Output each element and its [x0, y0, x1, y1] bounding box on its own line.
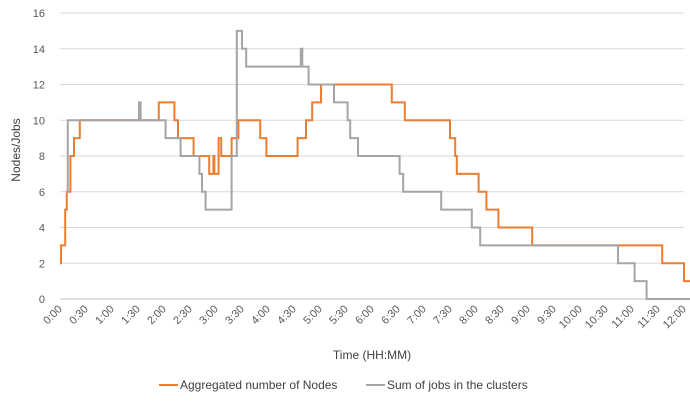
x-tick-label: 2:00 [145, 303, 169, 327]
x-tick-label: 5:00 [301, 303, 325, 327]
y-axis-title: Nodes/Jobs [9, 118, 23, 181]
x-tick-labels: 0:00 0:30 1:00 1:30 2:00 2:30 3:00 3:30 4:00 4:30… [41, 303, 689, 331]
y-tick-label: 2 [39, 258, 45, 270]
x-tick-label: 11:00 [609, 303, 636, 330]
y-tick-label: 0 [39, 294, 45, 306]
y-tick-label: 14 [33, 44, 45, 56]
y-tick-label: 12 [33, 80, 45, 92]
x-tick-label: 2:30 [171, 303, 195, 327]
x-tick-label: 6:00 [353, 303, 377, 327]
x-tick-label: 1:30 [119, 303, 143, 327]
x-tick-label: 0:00 [41, 303, 65, 327]
x-tick-label: 9:30 [535, 303, 559, 327]
x-tick-label: 6:30 [379, 303, 403, 327]
y-tick-labels: 0 2 4 6 8 10 12 14 16 [33, 8, 45, 306]
x-tick-label: 12:00 [661, 303, 689, 331]
x-tick-label: 0:30 [67, 303, 91, 327]
x-tick-label: 9:00 [509, 303, 533, 327]
y-tick-label: 4 [39, 223, 45, 235]
x-tick-label: 7:00 [405, 303, 429, 327]
y-tick-label: 6 [39, 187, 45, 199]
legend: Aggregated number of Nodes Sum of jobs i… [159, 378, 528, 392]
x-tick-label: 10:00 [557, 303, 585, 331]
x-tick-label: 8:30 [483, 303, 507, 327]
x-tick-label: 1:00 [93, 303, 117, 327]
x-tick-label: 11:30 [635, 303, 662, 330]
x-tick-label: 4:30 [275, 303, 299, 327]
x-tick-label: 10:30 [583, 303, 611, 331]
series-lines [60, 29, 690, 300]
x-axis-title: Time (HH:MM) [333, 348, 411, 362]
x-tick-label: 7:30 [431, 303, 455, 327]
x-tick-label: 3:30 [223, 303, 247, 327]
series-line-jobs [66, 29, 690, 300]
x-tick-label: 4:00 [249, 303, 273, 327]
x-tick-label: 3:00 [197, 303, 221, 327]
x-tick-label: 8:00 [457, 303, 481, 327]
y-tick-label: 8 [39, 151, 45, 163]
y-tick-label: 16 [33, 8, 45, 20]
y-tick-label: 10 [33, 115, 45, 127]
x-tick-label: 5:30 [327, 303, 351, 327]
legend-label-nodes: Aggregated number of Nodes [180, 378, 337, 392]
legend-label-jobs: Sum of jobs in the clusters [387, 378, 528, 392]
